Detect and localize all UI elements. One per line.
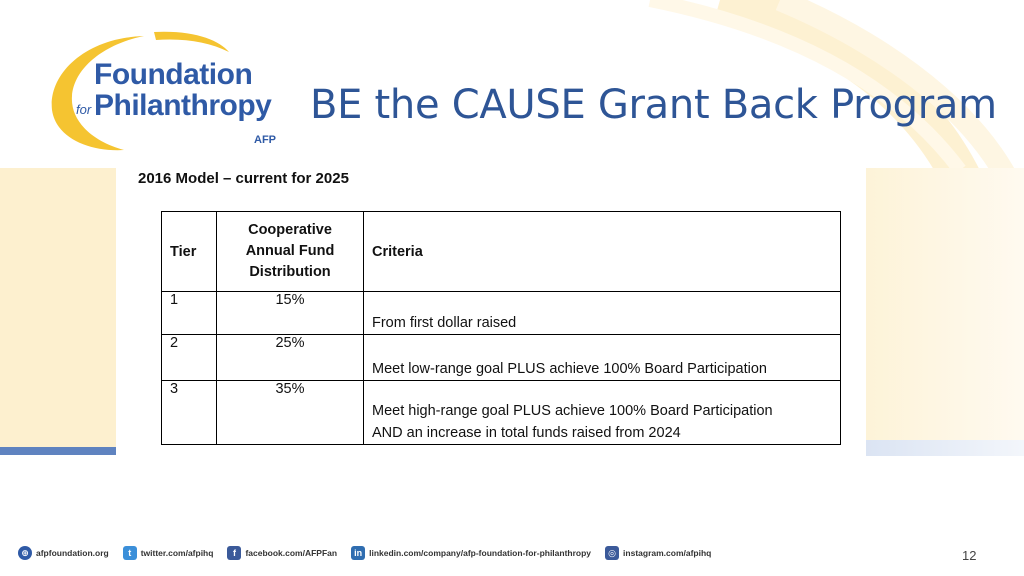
criteria-line2: AND an increase in total funds raised fr… (372, 425, 681, 441)
footer-twitter-text: twitter.com/afpihq (140, 548, 214, 558)
footer-website-link[interactable]: ⊕ afpfoundation.org (18, 546, 109, 560)
footer-links: ⊕ afpfoundation.org t twitter.com/afpihq… (18, 544, 725, 562)
distribution-cell: 35% (216, 380, 364, 445)
distribution-cell: 25% (216, 334, 364, 381)
grant-tier-table: Tier Cooperative Annual Fund Distributio… (161, 211, 841, 445)
logo-philanthropy-text: Philanthropy (94, 89, 272, 122)
footer-facebook-text: facebook.com/AFPFan (245, 548, 338, 558)
footer-linkedin-text: linkedin.com/company/afp-foundation-for-… (369, 548, 592, 558)
slide-title: BE the CAUSE Grant Back Program (310, 82, 997, 128)
table-header-row: Tier Cooperative Annual Fund Distributio… (161, 211, 841, 292)
criteria-line1: Meet low-range goal PLUS achieve 100% Bo… (372, 361, 767, 377)
header-distribution-line1: Cooperative (248, 222, 332, 238)
table-caption: 2016 Model – current for 2025 (138, 170, 349, 187)
criteria-line1: Meet high-range goal PLUS achieve 100% B… (372, 403, 773, 419)
logo-foundation-text: Foundation (94, 58, 253, 91)
globe-icon: ⊕ (18, 546, 32, 560)
tier-cell: 2 (161, 334, 217, 381)
foundation-logo: Foundation for Philanthropy AFP (44, 30, 304, 155)
header-tier: Tier (161, 211, 217, 292)
page-number: 12 (962, 548, 977, 563)
right-accent-bar (866, 440, 1024, 456)
tier-cell: 1 (161, 291, 217, 335)
logo-afp-text: AFP (254, 134, 276, 146)
footer-linkedin-link[interactable]: in linkedin.com/company/afp-foundation-f… (351, 546, 591, 560)
header-distribution-line3: Distribution (249, 264, 331, 280)
table-row: 3 35% Meet high-range goal PLUS achieve … (161, 380, 841, 445)
criteria-cell: Meet low-range goal PLUS achieve 100% Bo… (363, 334, 841, 381)
header-distribution-line2: Annual Fund (245, 243, 335, 259)
header-distribution: Cooperative Annual Fund Distribution (216, 211, 364, 292)
facebook-icon: f (227, 546, 242, 560)
instagram-icon: ◎ (605, 546, 620, 560)
distribution-cell: 15% (216, 291, 364, 335)
criteria-cell: From first dollar raised (363, 291, 841, 335)
logo-swoosh-icon (51, 31, 229, 151)
criteria-cell: Meet high-range goal PLUS achieve 100% B… (363, 380, 841, 445)
footer-facebook-link[interactable]: f facebook.com/AFPFan (227, 546, 337, 560)
right-decorative-band (866, 168, 1024, 455)
footer-instagram-text: instagram.com/afpihq (623, 548, 712, 558)
footer-website-text: afpfoundation.org (36, 548, 109, 558)
footer-twitter-link[interactable]: t twitter.com/afpihq (122, 546, 214, 560)
logo-for-text: for (76, 102, 92, 117)
tier-cell: 3 (161, 380, 217, 445)
table-row: 2 25% Meet low-range goal PLUS achieve 1… (161, 334, 841, 381)
table-row: 1 15% From first dollar raised (161, 291, 841, 335)
twitter-icon: t (122, 546, 137, 560)
linkedin-icon: in (351, 546, 366, 560)
left-accent-bar (0, 447, 116, 455)
header-criteria: Criteria (363, 211, 841, 292)
footer-instagram-link[interactable]: ◎ instagram.com/afpihq (605, 546, 711, 560)
left-decorative-band (0, 168, 116, 455)
criteria-line1: From first dollar raised (372, 315, 517, 331)
